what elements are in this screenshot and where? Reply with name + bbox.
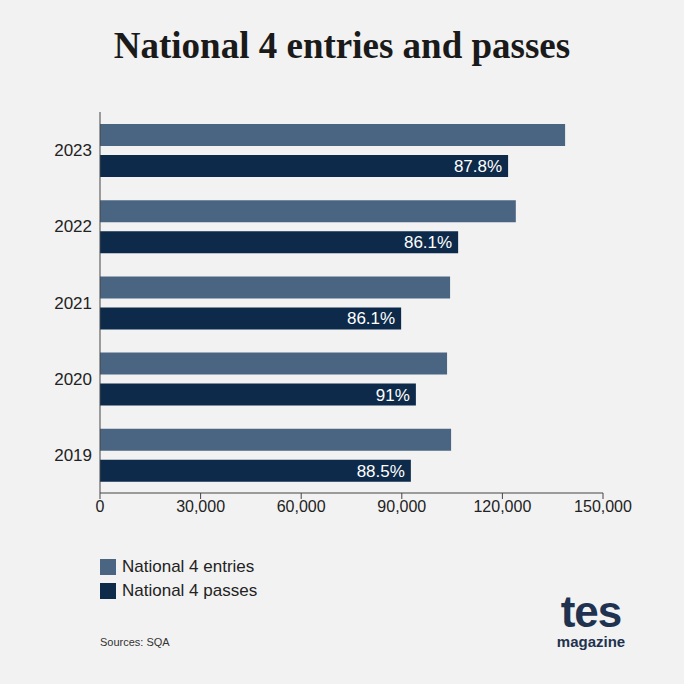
svg-text:30,000: 30,000 <box>176 498 225 515</box>
html-text:National 4 entries and passes: National 4 entries and passes <box>113 25 571 66</box>
svg-text:87.8%: 87.8% <box>454 157 502 176</box>
html-text:National 4 entries: National 4 entries <box>122 557 255 576</box>
svg-text:0: 0 <box>96 498 105 515</box>
svg-text:88.5%: 88.5% <box>357 462 405 481</box>
svg-text:2021: 2021 <box>54 294 92 313</box>
html-text:National 4 passes: National 4 passes <box>122 581 258 600</box>
svg-text:86.1%: 86.1% <box>404 233 452 252</box>
html-text:tes: tes <box>560 587 622 636</box>
html-text:magazine: magazine <box>556 633 626 650</box>
svg-text:2022: 2022 <box>54 217 92 236</box>
html-text:Sources: SQA: Sources: SQA <box>100 636 170 648</box>
svg-text:86.1%: 86.1% <box>347 309 395 328</box>
svg-text:2020: 2020 <box>54 370 92 389</box>
svg-text:2019: 2019 <box>54 446 92 465</box>
svg-text:120,000: 120,000 <box>473 498 531 515</box>
svg-text:60,000: 60,000 <box>277 498 326 515</box>
svg-text:2023: 2023 <box>54 141 92 160</box>
svg-text:91%: 91% <box>376 386 410 405</box>
svg-text:150,000: 150,000 <box>574 498 632 515</box>
svg-text:90,000: 90,000 <box>377 498 426 515</box>
